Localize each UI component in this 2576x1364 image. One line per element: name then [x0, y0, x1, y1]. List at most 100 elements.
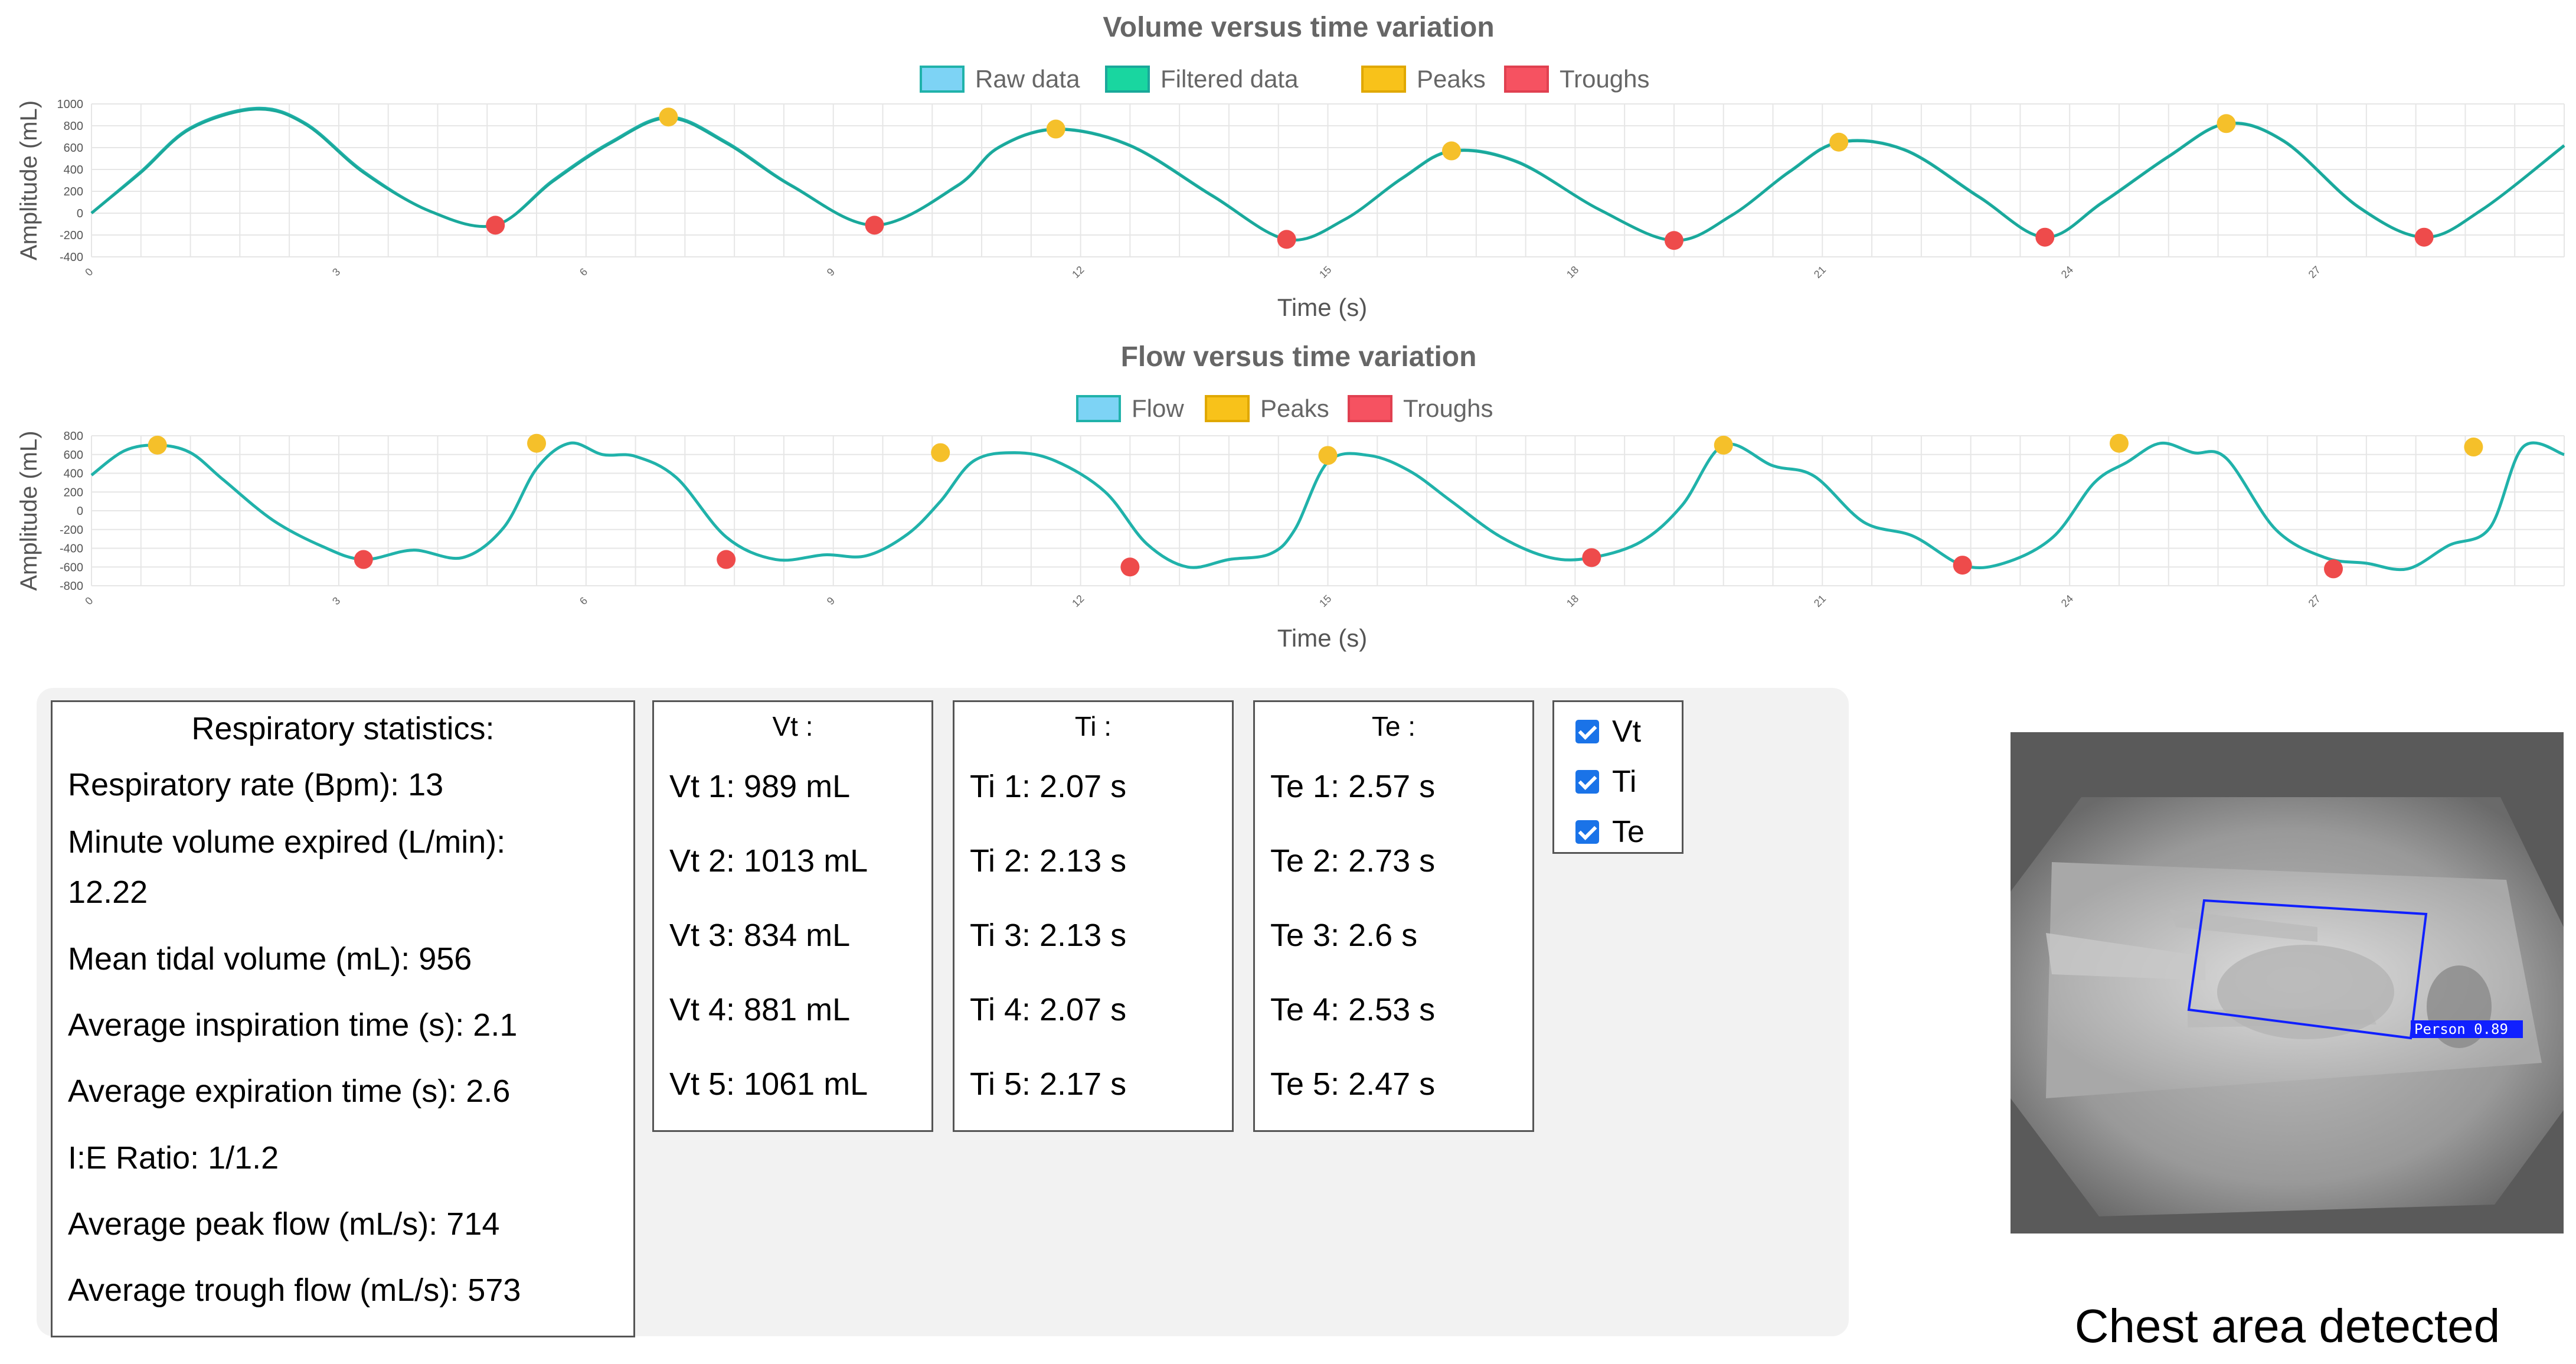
vt-item: Vt 5: 1061 mL: [669, 1066, 868, 1102]
y-tick-label: 600: [64, 449, 83, 462]
trough-marker: [354, 550, 373, 569]
y-tick-label: 0: [77, 505, 83, 518]
y-tick-label: -600: [60, 561, 83, 574]
trough-marker: [1953, 556, 1972, 575]
statistics-title: Respiratory statistics:: [191, 711, 495, 746]
x-tick-label: 18: [1564, 593, 1581, 609]
legend-swatch: [920, 66, 965, 93]
x-tick-label: 21: [1812, 264, 1828, 280]
volume-chart: Volume versus time variation Raw data Filt…: [0, 0, 2576, 328]
checkbox-checked-icon[interactable]: [1575, 770, 1599, 794]
person-arm-upper: [2170, 909, 2317, 942]
ti-checkbox[interactable]: Ti: [1575, 764, 1636, 800]
legend-label: Raw data: [975, 65, 1080, 93]
y-tick-label: 800: [64, 120, 83, 133]
legend-swatch: [1361, 66, 1406, 93]
y-tick-label: 0: [77, 207, 83, 220]
vt-checkbox[interactable]: Vt: [1575, 714, 1641, 749]
te-item: Te 5: 2.47 s: [1270, 1066, 1436, 1102]
x-axis-label: Time (s): [1277, 624, 1367, 652]
vt-item: Vt 3: 834 mL: [669, 918, 851, 953]
trough-marker: [2035, 227, 2055, 247]
legend-label: Peaks: [1260, 394, 1329, 422]
respiratory-statistics-box: Respiratory statistics: Respiratory rate…: [51, 700, 635, 1337]
te-item: Te 4: 2.53 s: [1270, 992, 1436, 1027]
legend-swatch: [1504, 66, 1549, 93]
legend-label: Troughs: [1560, 65, 1650, 93]
te-box: Te : Te 1: 2.57 s Te 2: 2.73 s Te 3: 2.6…: [1253, 700, 1534, 1132]
x-tick-label: 6: [577, 266, 590, 278]
peak-marker: [2217, 114, 2236, 133]
trough-marker: [717, 550, 736, 569]
chart-title: Volume versus time variation: [1103, 12, 1494, 43]
x-tick-label: 12: [1070, 593, 1086, 609]
legend-swatch: [1348, 395, 1392, 422]
peak-marker: [1046, 119, 1065, 139]
legend-label: Peaks: [1417, 65, 1486, 93]
ti-box: Ti : Ti 1: 2.07 s Ti 2: 2.13 s Ti 3: 2.1…: [953, 700, 1234, 1132]
x-tick-label: 9: [825, 266, 837, 278]
legend-label: Troughs: [1403, 394, 1493, 422]
ti-item: Ti 5: 2.17 s: [970, 1066, 1127, 1102]
x-tick-label: 3: [330, 595, 342, 607]
legend-swatch: [1076, 395, 1121, 422]
peak-marker: [2464, 438, 2483, 457]
ti-title: Ti :: [1074, 711, 1112, 742]
x-tick-label: 27: [2306, 264, 2323, 280]
legend-label: Filtered data: [1160, 65, 1299, 93]
te-checkbox[interactable]: Te: [1575, 814, 1645, 850]
camera-view: Person 0.89: [2011, 732, 2564, 1234]
x-axis-label: Time (s): [1277, 293, 1367, 321]
flow-chart-svg: Flow versus time variation Flow Peaks Troug…: [16, 341, 2565, 652]
y-tick-label: -400: [60, 543, 83, 556]
peak-marker: [1441, 141, 1461, 161]
y-tick-label: 200: [64, 185, 83, 198]
x-tick-label: 3: [330, 266, 342, 278]
vt-box: Vt : Vt 1: 989 mL Vt 2: 1013 mL Vt 3: 83…: [652, 700, 933, 1132]
stat-ie-ratio: I:E Ratio: 1/1.2: [68, 1140, 279, 1176]
te-item: Te 2: 2.73 s: [1270, 843, 1436, 879]
trough-marker: [1664, 231, 1683, 250]
legend-label: Flow: [1132, 394, 1184, 422]
chart-grid: [91, 103, 2565, 257]
x-tick-label: 0: [83, 266, 95, 278]
x-tick-label: 24: [2059, 264, 2075, 280]
checkbox-checked-icon[interactable]: [1575, 720, 1599, 743]
trough-marker: [865, 216, 884, 235]
person-legs: [2046, 933, 2205, 980]
stat-mean-tidal-volume: Mean tidal volume (mL): 956: [68, 941, 472, 977]
y-tick-label: 800: [64, 430, 83, 443]
te-item: Te 3: 2.6 s: [1270, 918, 1418, 953]
x-tick-label: 15: [1317, 593, 1333, 609]
y-axis-label: Amplitude (mL): [16, 100, 42, 260]
y-axis-label: Amplitude (mL): [16, 430, 42, 590]
x-tick-label: 0: [83, 595, 95, 607]
stat-avg-trough-flow: Average trough flow (mL/s): 573: [68, 1272, 521, 1308]
stat-avg-inspiration: Average inspiration time (s): 2.1: [68, 1007, 518, 1043]
x-tick-label: 18: [1564, 264, 1581, 280]
te-item: Te 1: 2.57 s: [1270, 769, 1436, 804]
x-tick-label: 9: [825, 595, 837, 607]
trough-marker: [486, 216, 505, 235]
x-tick-label: 24: [2059, 593, 2075, 609]
y-tick-label: 1000: [57, 98, 84, 111]
person-torso: [2217, 945, 2394, 1039]
detection-label: Person 0.89: [2414, 1021, 2508, 1037]
trough-marker: [1120, 557, 1140, 577]
vt-item: Vt 1: 989 mL: [669, 769, 851, 804]
ti-item: Ti 2: 2.13 s: [970, 843, 1127, 879]
checkbox-checked-icon[interactable]: [1575, 820, 1599, 844]
detection-caption: Chest area detected: [2074, 1300, 2500, 1352]
y-tick-label: -200: [60, 229, 83, 242]
te-title: Te :: [1371, 711, 1416, 742]
stat-minute-volume-label: Minute volume expired (L/min):: [68, 824, 506, 860]
peak-marker: [931, 443, 950, 462]
stat-respiratory-rate: Respiratory rate (Bpm): 13: [68, 767, 444, 802]
x-tick-label: 12: [1070, 264, 1086, 280]
y-tick-label: 400: [64, 468, 83, 481]
peak-marker: [1714, 435, 1733, 455]
y-tick-label: -800: [60, 580, 83, 593]
chart-title: Flow versus time variation: [1121, 341, 1477, 373]
peak-marker: [2109, 433, 2129, 453]
peak-marker: [527, 433, 547, 453]
